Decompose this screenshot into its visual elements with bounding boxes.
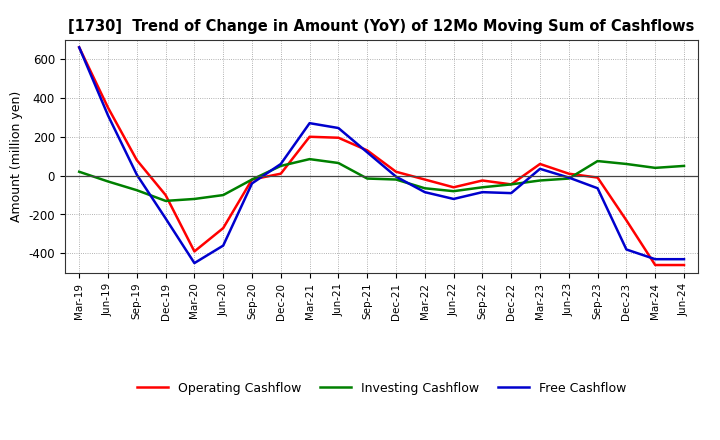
Free Cashflow — [478, 190, 487, 195]
Operating Cashflow — [564, 171, 573, 176]
Investing Cashflow — [680, 163, 688, 169]
Investing Cashflow — [190, 196, 199, 202]
Free Cashflow — [305, 121, 314, 126]
Free Cashflow — [622, 247, 631, 252]
Free Cashflow — [651, 257, 660, 262]
Free Cashflow — [420, 190, 429, 195]
Investing Cashflow — [363, 176, 372, 181]
Free Cashflow — [132, 172, 141, 177]
Free Cashflow — [449, 196, 458, 202]
Operating Cashflow — [507, 182, 516, 187]
Operating Cashflow — [219, 225, 228, 231]
Investing Cashflow — [75, 169, 84, 174]
Operating Cashflow — [449, 185, 458, 190]
Investing Cashflow — [334, 160, 343, 165]
Line: Operating Cashflow: Operating Cashflow — [79, 48, 684, 265]
Operating Cashflow — [104, 105, 112, 110]
Free Cashflow — [507, 191, 516, 196]
Investing Cashflow — [161, 198, 170, 204]
Free Cashflow — [564, 175, 573, 180]
Investing Cashflow — [536, 178, 544, 183]
Free Cashflow — [75, 45, 84, 50]
Free Cashflow — [161, 216, 170, 221]
Operating Cashflow — [651, 262, 660, 268]
Operating Cashflow — [334, 135, 343, 140]
Investing Cashflow — [248, 177, 256, 182]
Investing Cashflow — [219, 192, 228, 198]
Operating Cashflow — [248, 177, 256, 182]
Title: [1730]  Trend of Change in Amount (YoY) of 12Mo Moving Sum of Cashflows: [1730] Trend of Change in Amount (YoY) o… — [68, 19, 695, 34]
Operating Cashflow — [363, 148, 372, 153]
Investing Cashflow — [564, 176, 573, 181]
Operating Cashflow — [190, 249, 199, 254]
Investing Cashflow — [392, 177, 400, 182]
Investing Cashflow — [132, 187, 141, 193]
Operating Cashflow — [276, 171, 285, 176]
Investing Cashflow — [593, 158, 602, 164]
Free Cashflow — [104, 113, 112, 118]
Operating Cashflow — [680, 262, 688, 268]
Operating Cashflow — [392, 169, 400, 174]
Line: Investing Cashflow: Investing Cashflow — [79, 159, 684, 201]
Free Cashflow — [680, 257, 688, 262]
Free Cashflow — [219, 243, 228, 248]
Investing Cashflow — [305, 157, 314, 162]
Operating Cashflow — [161, 192, 170, 198]
Free Cashflow — [392, 174, 400, 179]
Line: Free Cashflow: Free Cashflow — [79, 48, 684, 263]
Operating Cashflow — [622, 218, 631, 223]
Free Cashflow — [334, 125, 343, 131]
Investing Cashflow — [420, 186, 429, 191]
Investing Cashflow — [449, 188, 458, 194]
Investing Cashflow — [622, 161, 631, 167]
Free Cashflow — [593, 186, 602, 191]
Operating Cashflow — [478, 178, 487, 183]
Y-axis label: Amount (million yen): Amount (million yen) — [10, 91, 23, 222]
Investing Cashflow — [478, 185, 487, 190]
Operating Cashflow — [536, 161, 544, 167]
Operating Cashflow — [75, 45, 84, 50]
Free Cashflow — [536, 166, 544, 172]
Investing Cashflow — [507, 182, 516, 187]
Free Cashflow — [190, 260, 199, 266]
Operating Cashflow — [420, 177, 429, 182]
Investing Cashflow — [104, 179, 112, 184]
Operating Cashflow — [593, 175, 602, 180]
Operating Cashflow — [305, 134, 314, 139]
Investing Cashflow — [651, 165, 660, 170]
Legend: Operating Cashflow, Investing Cashflow, Free Cashflow: Operating Cashflow, Investing Cashflow, … — [132, 377, 631, 400]
Operating Cashflow — [132, 158, 141, 163]
Free Cashflow — [276, 161, 285, 167]
Investing Cashflow — [276, 163, 285, 169]
Free Cashflow — [363, 150, 372, 155]
Free Cashflow — [248, 181, 256, 186]
